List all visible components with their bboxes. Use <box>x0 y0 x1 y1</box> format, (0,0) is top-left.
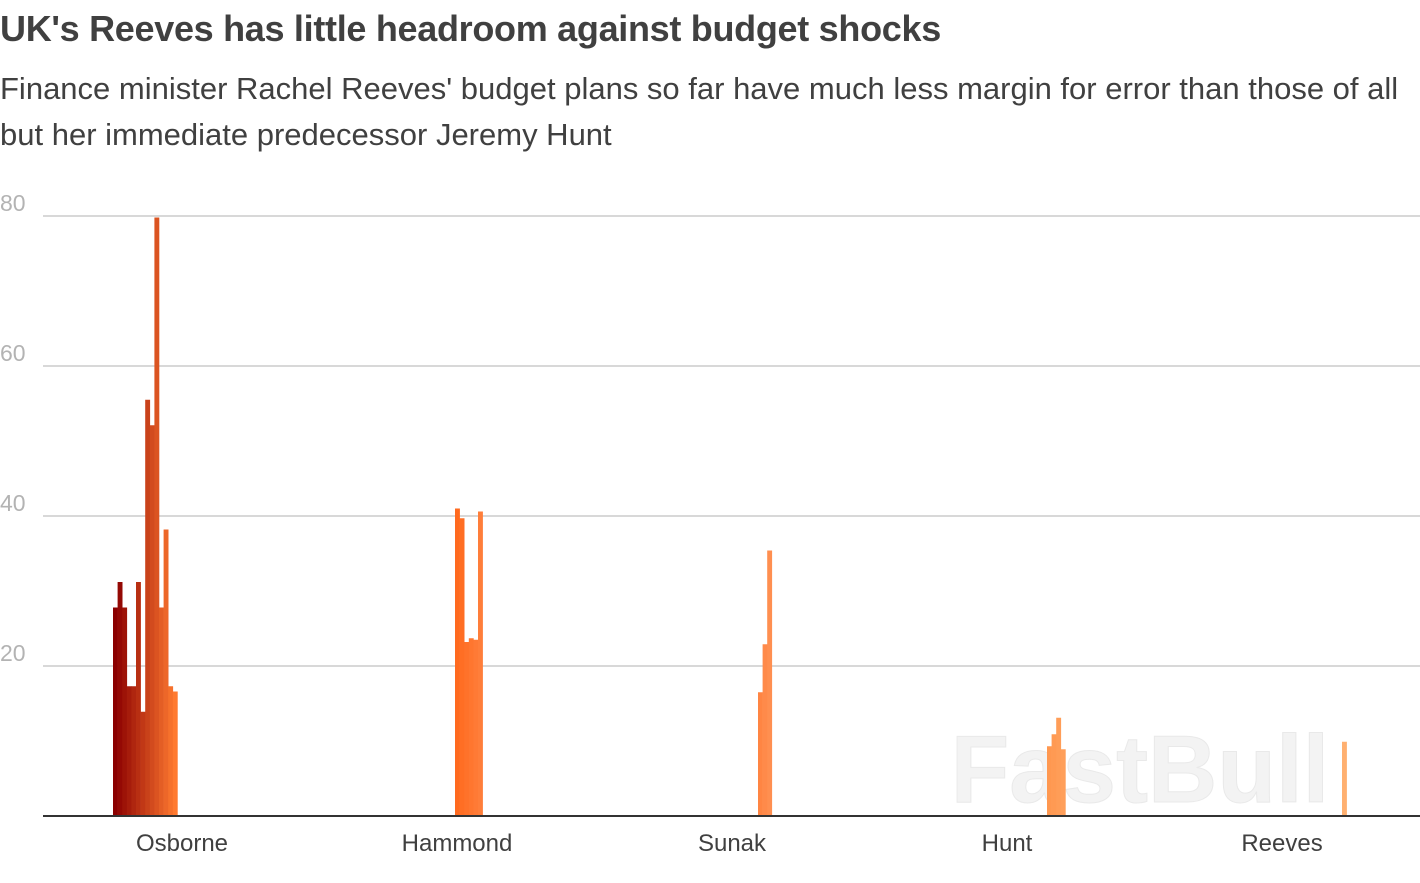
bar <box>767 550 773 816</box>
bar-group-hunt <box>1047 717 1066 816</box>
y-tick-label: 80 <box>0 190 26 216</box>
bar <box>126 686 132 816</box>
bar-group-reeves <box>1342 741 1347 816</box>
bar <box>122 607 128 816</box>
bar-group-sunak <box>758 550 773 816</box>
bar <box>1047 746 1052 816</box>
bar <box>154 217 160 816</box>
bar <box>145 399 151 816</box>
bar <box>758 692 763 816</box>
x-axis-label-hammond: Hammond <box>402 830 513 857</box>
bar <box>168 686 174 816</box>
watermark: FastBull <box>950 716 1330 824</box>
bars <box>113 217 1347 816</box>
bar <box>1051 734 1057 816</box>
bar <box>464 642 470 816</box>
bar <box>459 518 465 816</box>
bar <box>117 582 123 816</box>
bar <box>163 529 169 816</box>
y-tick-label: 20 <box>0 640 26 666</box>
x-axis-label-hunt: Hunt <box>982 830 1033 857</box>
x-axis-label-reeves: Reeves <box>1241 830 1322 857</box>
y-tick-label: 60 <box>0 340 26 366</box>
bar <box>113 607 118 816</box>
y-tick-label: 40 <box>0 490 26 516</box>
bar <box>159 607 164 816</box>
x-axis-label-osborne: Osborne <box>136 830 228 857</box>
chart-subtitle: Finance minister Rachel Reeves' budget p… <box>0 71 1399 152</box>
y-axis-ticks: 20 40 60 80 <box>0 190 26 666</box>
bar <box>1342 741 1347 816</box>
bar <box>478 511 483 816</box>
bar <box>140 711 146 816</box>
bar <box>172 691 178 816</box>
bar-group-osborne <box>113 217 178 816</box>
bar <box>762 644 768 816</box>
bar <box>468 638 474 816</box>
bar <box>131 686 137 816</box>
gridlines <box>43 215 1420 667</box>
bar <box>473 639 479 816</box>
x-axis-label-sunak: Sunak <box>698 830 767 857</box>
bar <box>1060 749 1066 816</box>
chart-title: UK's Reeves has little headroom against … <box>0 8 941 49</box>
x-axis-labels: Osborne Hammond Sunak Hunt Reeves <box>136 830 1323 857</box>
bar <box>1056 717 1062 816</box>
bar <box>149 425 155 816</box>
bar <box>136 582 141 816</box>
watermark-text: FastBull <box>951 716 1330 823</box>
bar <box>455 508 460 816</box>
bar-group-hammond <box>455 508 483 816</box>
